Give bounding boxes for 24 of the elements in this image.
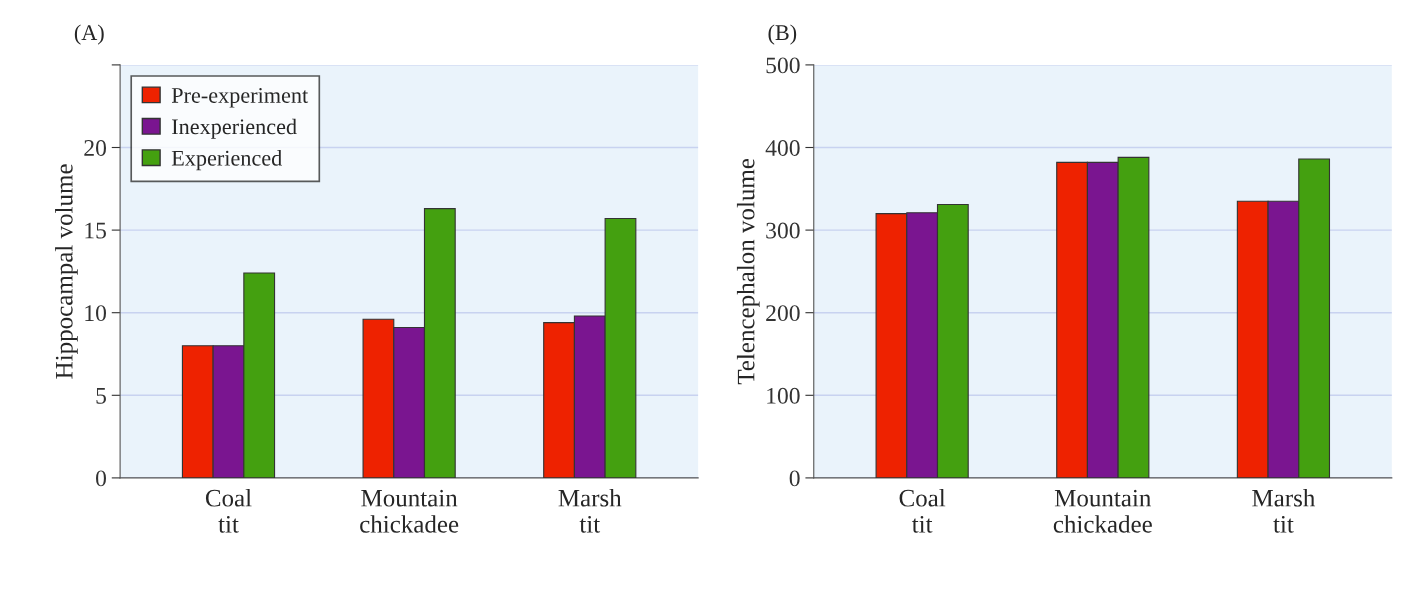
legend-label: Inexperienced [172, 118, 297, 139]
x-tick-label: Mountain chickadee [360, 489, 459, 533]
y-tick-label: 15 [85, 222, 106, 239]
x-tick-label: Mountain chickadee [1053, 489, 1152, 533]
chart-title: (A) [74, 24, 104, 45]
y-tick-label: 400 [765, 139, 800, 156]
y-tick-label: 10 [85, 305, 107, 322]
y-tick-label: 100 [767, 387, 800, 404]
y-tick-label: 300 [766, 222, 800, 239]
x-tick-label: Coal tit [205, 489, 252, 533]
x-tick-label: Marsh tit [1252, 489, 1316, 533]
legend-label: Pre-experiment [171, 87, 309, 108]
legend-label: Experienced [171, 150, 282, 171]
y-tick-label: 5 [96, 388, 106, 404]
y-axis-title: Hippocampal volume [55, 164, 78, 379]
y-tick-label: 20 [84, 139, 107, 156]
y-tick-label: 0 [96, 470, 107, 487]
y-axis-title: Telencephalon volume [736, 158, 760, 385]
y-tick-label: 500 [766, 57, 800, 74]
y-tick-label: 200 [766, 305, 800, 322]
chart-title: (B) [768, 24, 797, 45]
x-tick-label: Coal tit [899, 489, 946, 533]
x-tick-label: Marsh tit [558, 489, 622, 533]
y-tick-label: 0 [789, 470, 800, 487]
